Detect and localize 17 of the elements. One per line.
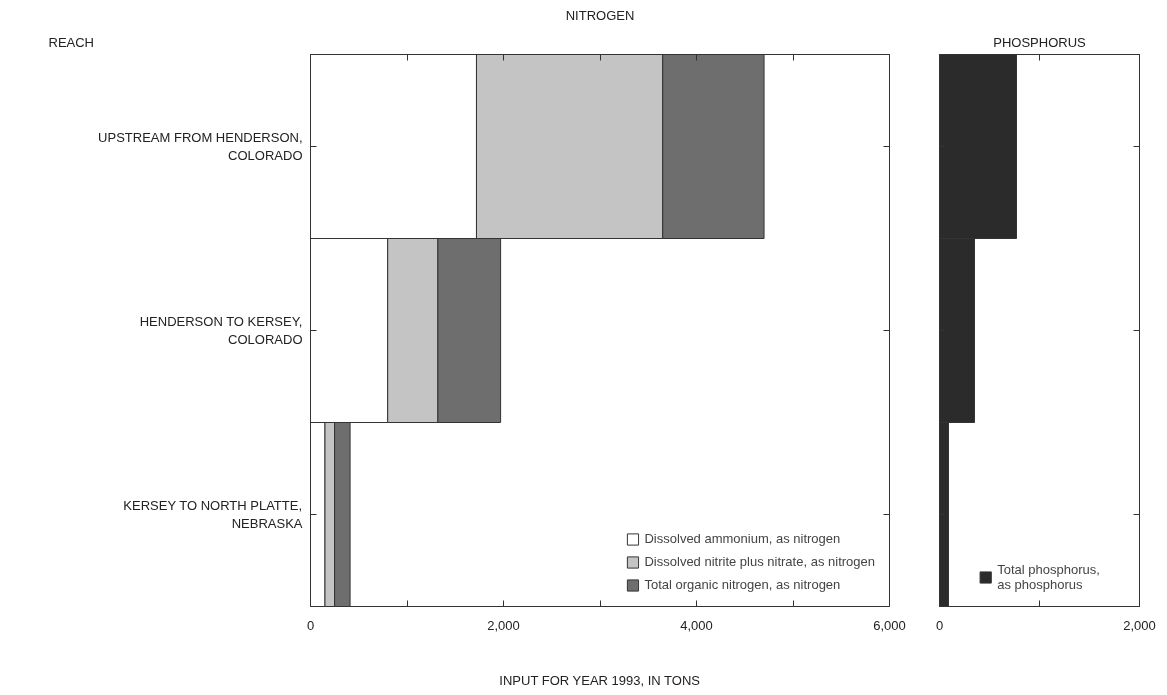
x-tick-label: 6,000 — [873, 617, 906, 633]
chart-title: PHOSPHORUS — [993, 34, 1087, 50]
legend-label: Total phosphorus, as phosphorus — [997, 562, 1100, 592]
x-tick-label: 2,000 — [1123, 617, 1156, 633]
x-tick-label: 0 — [935, 617, 944, 633]
legend-label: Dissolved nitrite plus nitrate, as nitrogen — [644, 554, 875, 569]
y-axis-title: REACH — [48, 34, 95, 50]
legend-label: Dissolved ammonium, as nitrogen — [644, 531, 841, 546]
legend-label: Total organic nitrogen, as nitrogen — [644, 577, 841, 592]
y-tick-label: UPSTREAM FROM HENDERSON, COLORADO — [98, 130, 303, 163]
x-tick-label: 0 — [306, 617, 315, 633]
x-tick-label: 2,000 — [487, 617, 520, 633]
chart-title: NITROGEN — [565, 7, 635, 23]
x-tick-label: 4,000 — [680, 617, 713, 633]
y-tick-label: KERSEY TO NORTH PLATTE, NEBRASKA — [123, 498, 303, 531]
x-axis-title: INPUT FOR YEAR 1993, IN TONS — [499, 672, 701, 688]
y-tick-label: HENDERSON TO KERSEY, COLORADO — [139, 314, 303, 347]
